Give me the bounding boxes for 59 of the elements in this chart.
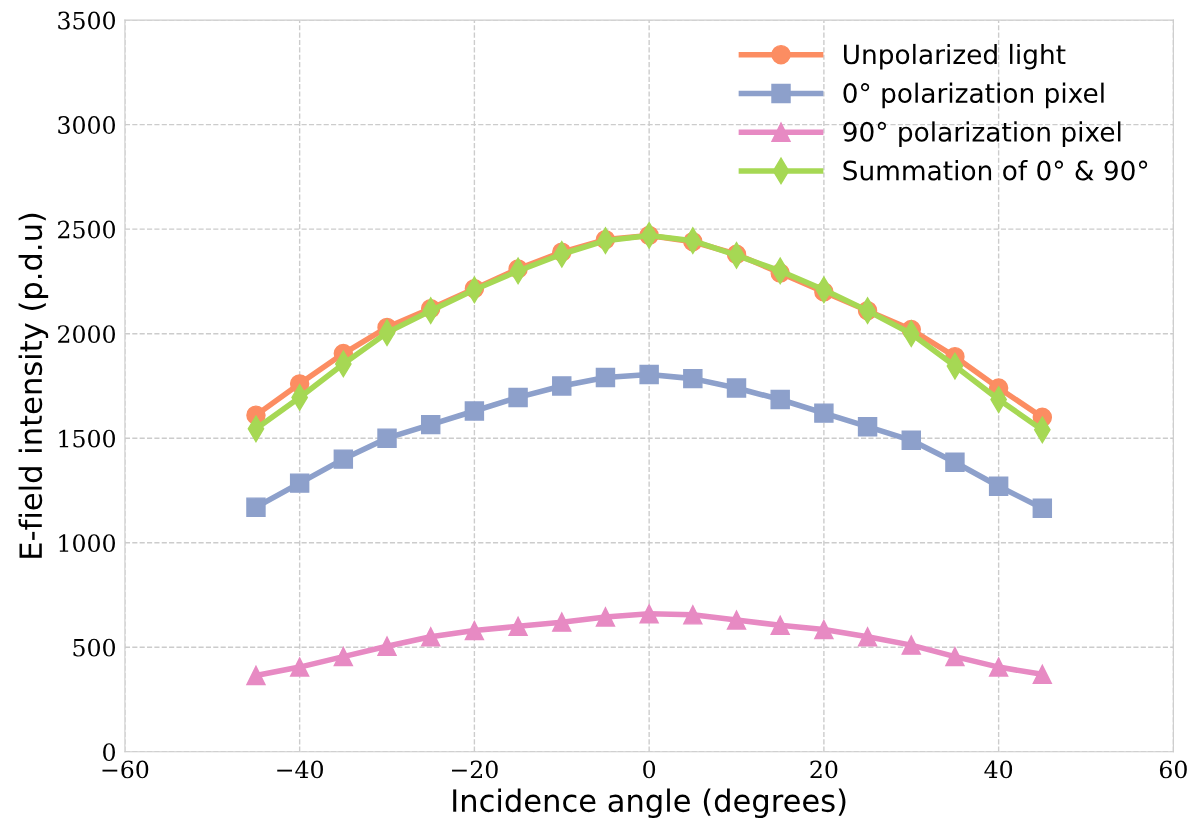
y-tick-label: 3000 xyxy=(58,116,115,134)
point xyxy=(289,473,310,493)
point xyxy=(857,416,878,437)
y-tick-label: 2500 xyxy=(58,220,115,239)
point xyxy=(333,449,354,469)
y-axis-title: E-field intensity (p.d.u) xyxy=(18,213,49,558)
x-tick-label: −20 xyxy=(451,760,498,779)
legend-label: Unpolarized light xyxy=(843,43,1066,70)
point xyxy=(857,627,878,647)
legend-label: 90° polarization pixel xyxy=(843,121,1121,147)
legend-label: 0° polarization pixel xyxy=(843,82,1104,109)
point xyxy=(814,403,834,423)
point xyxy=(683,605,703,625)
point xyxy=(639,604,659,624)
x-tick-label: 20 xyxy=(810,760,838,779)
point xyxy=(508,387,528,408)
point xyxy=(1032,498,1053,518)
point xyxy=(552,376,572,396)
point xyxy=(726,378,747,398)
point xyxy=(420,414,441,435)
x-tick-label: 0 xyxy=(643,760,656,779)
x-tick-label: 60 xyxy=(1159,760,1187,779)
point xyxy=(333,646,354,667)
point xyxy=(464,401,485,421)
point xyxy=(377,428,397,448)
x-tick-label: 40 xyxy=(984,760,1013,779)
point xyxy=(683,368,703,389)
point xyxy=(420,627,441,647)
point xyxy=(945,452,965,472)
point xyxy=(595,607,616,627)
y-tick-label: 2000 xyxy=(58,325,115,343)
x-tick-label: −40 xyxy=(277,760,323,779)
y-tick-label: 0 xyxy=(103,743,115,762)
y-tick-label: 500 xyxy=(73,638,115,657)
y-tick-label: 3500 xyxy=(58,11,115,30)
point xyxy=(639,364,659,385)
y-tick-label: 1000 xyxy=(59,534,115,553)
legend-label: Summation of 0° & 90° xyxy=(843,160,1148,181)
point xyxy=(901,635,921,655)
point xyxy=(770,615,790,636)
point xyxy=(464,620,485,641)
point xyxy=(1032,664,1053,685)
point xyxy=(246,497,266,517)
x-axis-title: Incidence angle (degrees) xyxy=(453,788,846,819)
point xyxy=(988,657,1009,677)
point xyxy=(595,367,616,388)
point xyxy=(726,610,747,630)
x-tick-label: −60 xyxy=(102,760,149,779)
point xyxy=(377,636,397,656)
point xyxy=(945,646,965,667)
point xyxy=(552,612,572,632)
point xyxy=(508,616,528,637)
point xyxy=(814,619,834,640)
point xyxy=(988,476,1009,496)
y-tick-label: 1500 xyxy=(59,429,115,448)
point xyxy=(770,389,790,410)
point xyxy=(901,430,921,451)
point xyxy=(246,665,266,686)
point xyxy=(289,657,310,677)
